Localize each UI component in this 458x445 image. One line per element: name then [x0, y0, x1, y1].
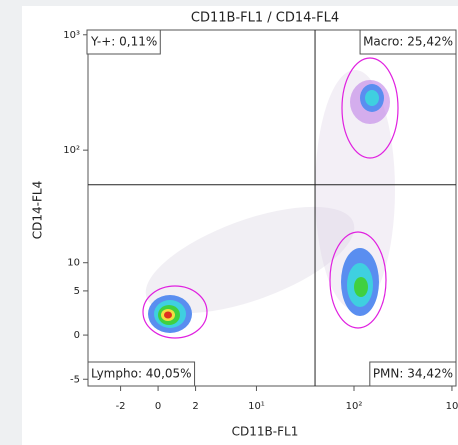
contour [329, 231, 387, 329]
y-tick-label: 0 [74, 330, 80, 341]
lympho-population [142, 285, 208, 339]
y-tick-label: 5 [74, 286, 80, 297]
plot-frame [87, 29, 457, 387]
contour [341, 57, 399, 159]
contour [354, 277, 368, 297]
y-axis-label: CD14-FL4 [31, 181, 45, 239]
x-tick-label: 10¹ [248, 401, 265, 412]
quadrant-label: PMN: 34,42% [373, 367, 453, 381]
x-tick-label: -2 [116, 401, 126, 412]
quadrant-label: Macro: 25,42% [363, 35, 453, 49]
quadrant-label-box [87, 361, 196, 387]
x-tick-label: 10 [446, 401, 458, 412]
density-plot [142, 57, 399, 339]
y-tick-label: -5 [70, 374, 80, 385]
quadrant-label-box [86, 29, 161, 55]
y-tick-label: 10³ [63, 30, 80, 41]
x-tick-label: 0 [155, 401, 161, 412]
quadrant-label: Lympho: 40,05% [91, 367, 192, 381]
chart-title: CD11B-FL1 / CD14-FL4 [191, 11, 339, 26]
x-tick-label: 10² [346, 401, 363, 412]
y-tick-label: 10² [63, 145, 80, 156]
x-tick-label: 2 [192, 401, 198, 412]
x-axis-label: CD11B-FL1 [232, 425, 299, 439]
contour [164, 311, 172, 319]
quadrant-label-box [359, 29, 457, 55]
macro-population [341, 57, 399, 159]
contour [365, 90, 379, 106]
pmn-population [329, 231, 387, 329]
quadrant-label: Y-+: 0,11% [90, 35, 157, 49]
y-tick-label: 10 [67, 258, 80, 269]
scatter-cloud [145, 206, 355, 314]
contour [142, 285, 208, 339]
scatter-cloud [315, 70, 395, 310]
quadrant-label-box [369, 361, 457, 387]
